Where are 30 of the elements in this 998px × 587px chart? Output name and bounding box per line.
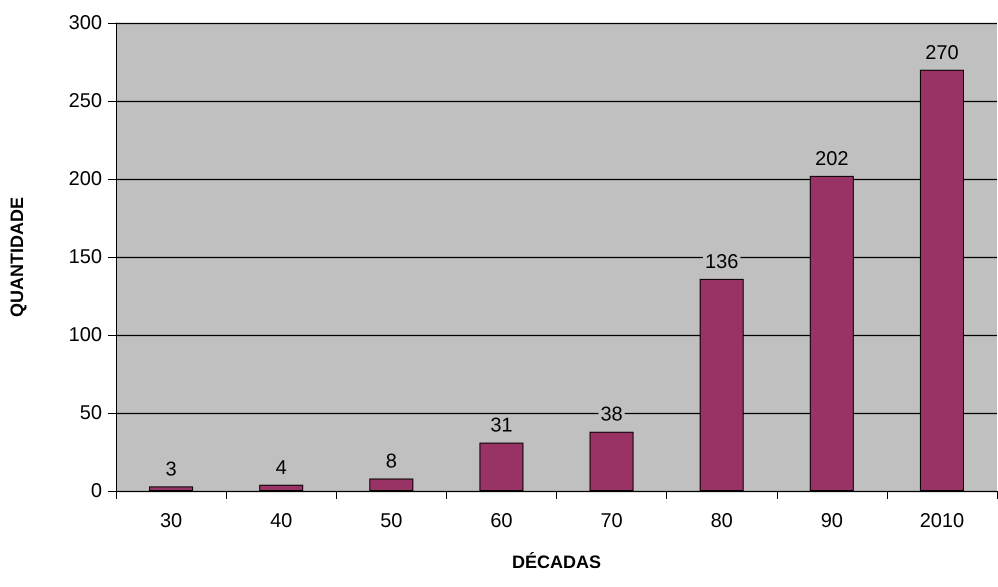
bar — [369, 478, 414, 491]
x-tick-label: 70 — [600, 510, 623, 532]
data-label: 4 — [276, 456, 287, 479]
y-tick-label: 100 — [68, 324, 102, 346]
x-tick-label: 2010 — [920, 510, 964, 532]
bar — [590, 432, 634, 491]
x-tick-label: 30 — [160, 510, 182, 532]
data-label: 8 — [386, 450, 397, 473]
bar — [479, 442, 524, 491]
y-tick-label: 200 — [68, 168, 102, 190]
x-axis-title: DÉCADAS — [512, 552, 602, 572]
x-tick-label: 90 — [820, 510, 843, 532]
data-label: 3 — [166, 458, 177, 480]
x-tick-label: 60 — [490, 510, 513, 532]
y-tick-label: 0 — [90, 480, 102, 502]
data-label: 31 — [490, 414, 513, 437]
x-tick-label: 40 — [270, 510, 292, 532]
data-label: 270 — [925, 42, 959, 64]
bar — [149, 486, 194, 491]
y-axis-title: QUANTIDADE — [7, 197, 27, 317]
y-tick-label: 150 — [68, 246, 102, 268]
x-tick-label: 80 — [710, 510, 733, 532]
data-label: 38 — [600, 404, 623, 426]
data-label: 136 — [705, 250, 738, 273]
y-tick-label: 250 — [68, 90, 102, 112]
y-tick-label: 50 — [80, 402, 102, 424]
bar — [259, 484, 304, 491]
y-tick-label: 300 — [68, 12, 102, 34]
data-label: 202 — [815, 148, 848, 170]
x-tick-label: 50 — [380, 510, 402, 532]
